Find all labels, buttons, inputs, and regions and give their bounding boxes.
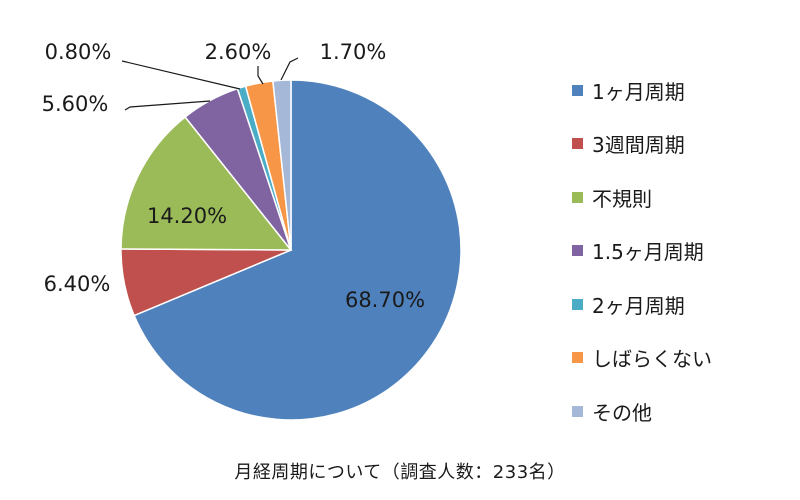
data-label-5: 0.80% <box>45 40 112 64</box>
leader-line-5 <box>121 60 241 90</box>
chart-caption: 月経周期について（調査人数：233名） <box>234 462 566 483</box>
legend-item: 不規則 <box>572 179 712 215</box>
legend-label: 不規則 <box>592 186 652 211</box>
legend-label: しばらくない <box>592 347 712 372</box>
legend-swatch <box>572 84 583 96</box>
legend-item: 1.5ヶ月周期 <box>572 233 712 269</box>
legend-label: その他 <box>592 401 652 426</box>
data-label-4: 5.60% <box>42 92 109 116</box>
legend-swatch <box>572 191 583 203</box>
legend-swatch <box>572 138 583 150</box>
pie-slice-1 <box>133 79 462 421</box>
legend: 1ヶ月周期 3週間周期不規則 1.5ヶ月周期 2ヶ月周期しばらくない その他 <box>572 72 712 447</box>
leader-line-4 <box>124 100 211 111</box>
legend-label: 1.5ヶ月周期 <box>592 240 704 265</box>
leader-line-7 <box>280 57 299 81</box>
data-label-6: 2.60% <box>205 40 272 64</box>
leader-lines <box>121 57 299 111</box>
pie-slices <box>120 79 462 421</box>
legend-item: しばらくない <box>572 340 712 376</box>
legend-label: 3週間周期 <box>592 133 685 158</box>
legend-item: 2ヶ月周期 <box>572 286 712 322</box>
legend-label: 2ヶ月周期 <box>592 293 685 318</box>
data-label-7: 1.70% <box>320 40 387 64</box>
pie-slice-3 <box>120 115 293 251</box>
legend-swatch <box>572 245 583 257</box>
legend-item: 1ヶ月周期 <box>572 72 712 108</box>
legend-swatch <box>572 352 583 364</box>
pie-slice-7 <box>272 79 292 251</box>
legend-item: その他 <box>572 394 712 430</box>
data-label-2: 6.40% <box>44 272 111 296</box>
data-label-3: 14.20% <box>147 204 227 228</box>
data-label-1: 68.70% <box>345 288 425 312</box>
data-labels: 68.70% 6.40% 14.20% 5.60% 0.80% 2.60% 1.70% <box>42 40 425 312</box>
leader-line-6 <box>257 66 264 85</box>
legend-item: 3週間周期 <box>572 126 712 162</box>
legend-swatch <box>572 406 583 418</box>
legend-label: 1ヶ月周期 <box>592 79 685 104</box>
legend-swatch <box>572 298 583 310</box>
